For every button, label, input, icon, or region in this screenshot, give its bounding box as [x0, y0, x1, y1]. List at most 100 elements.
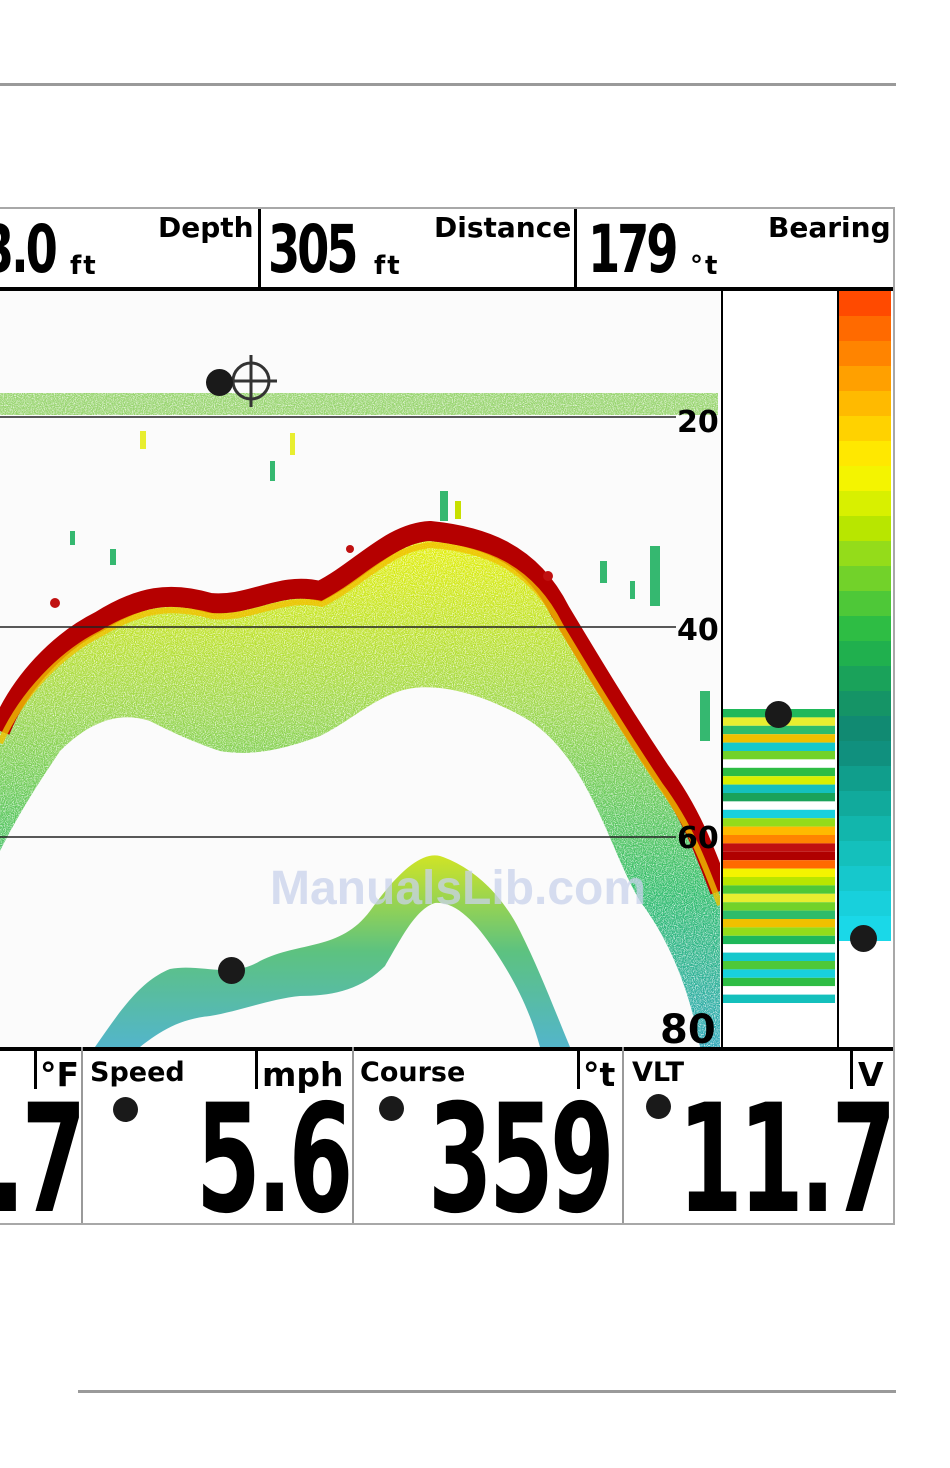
palette-swatch [839, 841, 891, 866]
sonar-stripe [723, 725, 835, 735]
palette-swatch [839, 866, 891, 891]
sonar-stripe [723, 910, 835, 919]
depth-unit: ft [70, 251, 98, 281]
palette-swatch [839, 766, 891, 791]
distance-unit: ft [374, 251, 402, 281]
palette-swatch [839, 466, 891, 491]
palette-swatch [839, 516, 891, 541]
sonar-stripe [723, 969, 835, 978]
depth-tick-40: 40 [677, 613, 719, 648]
course-value: 359 [428, 1073, 615, 1225]
palette-swatch [839, 491, 891, 516]
sonar-stripe [723, 801, 835, 810]
callout-dot [850, 925, 877, 952]
palette-swatch [839, 616, 891, 641]
bottom-divider [352, 1047, 354, 1223]
depth-value: 3.0 [0, 211, 58, 288]
palette-swatch [839, 391, 891, 416]
bottom-divider [81, 1047, 83, 1223]
temp-unit: °F [40, 1055, 80, 1094]
palette-swatch [839, 416, 891, 441]
sonar-stripe [723, 952, 835, 961]
speed-label: Speed [90, 1057, 185, 1088]
distance-label: Distance [434, 211, 572, 244]
sonar-stripe [723, 994, 835, 1003]
top-info-bar: 3.0 ft Depth 305 ft Distance 179 °t Bear… [0, 209, 893, 289]
course-unit: °t [583, 1055, 616, 1094]
fishfinder-screen: 3.0 ft Depth 305 ft Distance 179 °t Bear… [0, 207, 895, 1225]
course-tick [577, 1051, 580, 1089]
sonar-stripe [723, 935, 835, 945]
palette-swatch [839, 641, 891, 666]
scatter-targets [50, 431, 710, 741]
sonar-stripe [723, 893, 835, 903]
sonar-stripe [723, 944, 835, 953]
realtime-sonar-window [723, 709, 835, 1003]
sonar-stripe [723, 734, 835, 743]
palette-swatch [839, 341, 891, 366]
palette-swatch [839, 666, 891, 691]
bearing-unit: °t [690, 251, 720, 281]
sonar-stripe [723, 851, 835, 861]
callout-dot [206, 369, 233, 396]
palette-swatch [839, 691, 891, 716]
sonar-stripe [723, 843, 835, 852]
sonar-stripe [723, 868, 835, 877]
voltage-unit: V [858, 1055, 884, 1094]
palette-swatch [839, 741, 891, 766]
bottom-return-line [0, 520, 720, 895]
sonar-stripe [723, 902, 835, 911]
sonar-stripe [723, 885, 835, 894]
sonar-stripe [723, 826, 835, 835]
sonar-stripe [723, 835, 835, 844]
depth-tick-80: 80 [660, 1007, 716, 1053]
distance-value: 305 [268, 211, 358, 288]
sonar-stripe [723, 961, 835, 970]
temp-value: .7 [0, 1073, 86, 1225]
sonar-stripe [723, 860, 835, 869]
sonar-stripe [723, 742, 835, 751]
top-divider [574, 209, 577, 287]
watermark-text: ManualsLib.com [270, 862, 647, 915]
palette-swatch [839, 716, 891, 741]
voltage-value: 11.7 [678, 1073, 893, 1225]
callout-dot [379, 1096, 404, 1121]
depth-tick-20: 20 [677, 405, 719, 440]
top-bar-border [0, 287, 893, 291]
speed-unit: mph [262, 1055, 344, 1094]
palette-swatch [839, 541, 891, 566]
page-bottom-rule [78, 1390, 896, 1393]
speed-value: 5.6 [196, 1073, 353, 1225]
bottom-divider [622, 1047, 624, 1223]
sonar-history-view [0, 291, 720, 1047]
sonar-stripe [723, 767, 835, 777]
depth-label: Depth [158, 211, 254, 244]
palette-swatch [839, 441, 891, 466]
speed-tick [255, 1051, 258, 1089]
palette-swatch [839, 316, 891, 341]
callout-dot [646, 1094, 671, 1119]
palette-swatch [839, 891, 891, 916]
palette-swatch [839, 591, 891, 616]
voltage-tick [850, 1051, 853, 1089]
crosshair-cursor-icon[interactable] [225, 355, 277, 407]
palette-swatch [839, 366, 891, 391]
bottom-data-bar: °F .7 Speed mph 5.6 Course °t 359 VLT V … [0, 1047, 893, 1223]
bearing-value: 179 [588, 211, 678, 288]
sonar-stripe [723, 784, 835, 793]
sonar-stripe [723, 919, 835, 928]
sonar-stripe [723, 793, 835, 802]
callout-dot [218, 957, 245, 984]
callout-dot [113, 1097, 138, 1122]
sonar-stripe [723, 986, 835, 995]
sonar-stripe [723, 877, 835, 886]
bearing-label: Bearing [768, 211, 891, 244]
page-top-rule [0, 83, 896, 86]
sonar-stripe [723, 759, 835, 768]
palette-swatch [839, 816, 891, 841]
palette-swatch [839, 566, 891, 591]
sonar-stripe [723, 818, 835, 827]
sonar-stripe [723, 927, 835, 936]
bottom-bar-border [0, 1047, 893, 1051]
temp-tick [34, 1051, 37, 1089]
